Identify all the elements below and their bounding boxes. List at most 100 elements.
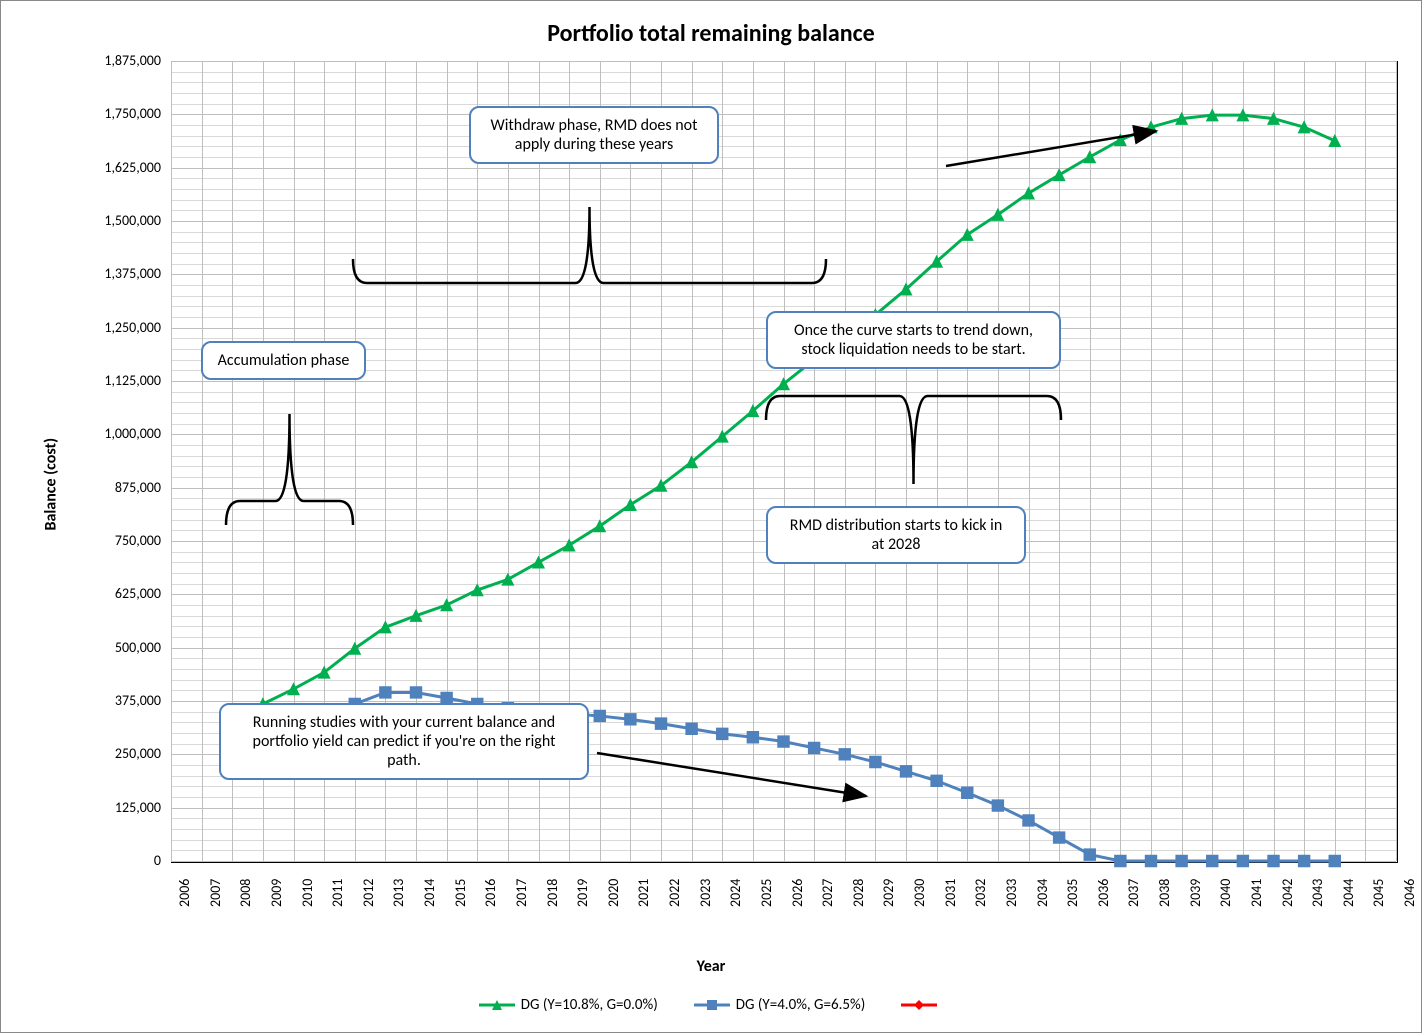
x-tick: 2012 <box>360 879 377 907</box>
grid-v <box>1151 61 1152 861</box>
x-tick: 2014 <box>421 879 438 907</box>
x-tick: 2010 <box>299 879 316 907</box>
x-tick: 2013 <box>390 879 407 907</box>
y-tick: 1,750,000 <box>81 105 161 122</box>
x-tick: 2040 <box>1217 879 1234 907</box>
x-tick: 2027 <box>819 879 836 907</box>
chart-title: Portfolio total remaining balance <box>1 19 1421 48</box>
x-tick: 2041 <box>1248 879 1265 907</box>
grid-v <box>906 61 907 861</box>
x-tick: 2045 <box>1370 879 1387 907</box>
y-tick: 875,000 <box>81 479 161 496</box>
y-tick: 1,000,000 <box>81 425 161 442</box>
y-tick: 375,000 <box>81 692 161 709</box>
grid-v <box>1212 61 1213 861</box>
x-tick: 2032 <box>972 879 989 907</box>
legend-label: DG (Y=4.0%, G=6.5%) <box>736 996 865 1014</box>
y-tick: 250,000 <box>81 745 161 762</box>
x-tick: 2034 <box>1034 879 1051 907</box>
callout-withdraw: Withdraw phase, RMD does not apply durin… <box>469 106 719 164</box>
callout-running: Running studies with your current balanc… <box>219 703 589 780</box>
y-axis-label: Balance (cost) <box>42 391 61 531</box>
grid-h <box>171 861 1396 862</box>
grid-v <box>1396 61 1397 861</box>
legend: DG (Y=10.8%, G=0.0%) DG (Y=4.0%, G=6.5%) <box>1 996 1421 1018</box>
grid-v <box>753 61 754 861</box>
x-tick: 2026 <box>789 879 806 907</box>
callout-accum: Accumulation phase <box>201 341 366 380</box>
grid-v <box>1029 61 1030 861</box>
y-tick: 1,125,000 <box>81 372 161 389</box>
grid-v <box>814 61 815 861</box>
x-tick: 2025 <box>758 879 775 907</box>
chart-container: Portfolio total remaining balance Balanc… <box>0 0 1422 1033</box>
legend-label: DG (Y=10.8%, G=0.0%) <box>521 996 658 1014</box>
x-tick: 2028 <box>850 879 867 907</box>
x-tick: 2018 <box>544 879 561 907</box>
x-axis-label: Year <box>1 957 1421 976</box>
legend-item: DG (Y=10.8%, G=0.0%) <box>479 996 658 1014</box>
grid-v <box>967 61 968 861</box>
y-tick: 750,000 <box>81 532 161 549</box>
x-tick: 2017 <box>513 879 530 907</box>
grid-v <box>845 61 846 861</box>
grid-v <box>1059 61 1060 861</box>
grid-v <box>1243 61 1244 861</box>
legend-swatch-icon <box>479 997 515 1013</box>
x-tick: 2011 <box>329 879 346 907</box>
grid-v <box>1335 61 1336 861</box>
x-tick: 2039 <box>1187 879 1204 907</box>
x-tick: 2036 <box>1095 879 1112 907</box>
x-tick: 2031 <box>942 879 959 907</box>
grid-v <box>722 61 723 861</box>
y-tick: 0 <box>81 852 161 869</box>
legend-swatch-icon <box>901 997 937 1013</box>
grid-v <box>998 61 999 861</box>
x-tick: 2015 <box>452 879 469 907</box>
grid-v <box>1304 61 1305 861</box>
legend-item <box>901 997 943 1013</box>
y-tick: 1,625,000 <box>81 159 161 176</box>
grid-v <box>202 61 203 861</box>
x-tick: 2006 <box>176 879 193 907</box>
x-tick: 2038 <box>1156 879 1173 907</box>
grid-v <box>1120 61 1121 861</box>
x-tick: 2046 <box>1401 879 1418 907</box>
x-tick: 2030 <box>911 879 928 907</box>
y-tick: 500,000 <box>81 639 161 656</box>
x-tick: 2037 <box>1125 879 1142 907</box>
x-tick: 2044 <box>1340 879 1357 907</box>
y-tick: 1,500,000 <box>81 212 161 229</box>
callout-rmd: RMD distribution starts to kick in at 20… <box>766 506 1026 564</box>
x-tick: 2043 <box>1309 879 1326 907</box>
x-tick: 2035 <box>1064 879 1081 907</box>
x-tick: 2022 <box>666 879 683 907</box>
grid-v <box>1274 61 1275 861</box>
grid-v <box>937 61 938 861</box>
x-tick: 2042 <box>1279 879 1296 907</box>
y-tick: 1,875,000 <box>81 52 161 69</box>
x-tick: 2019 <box>574 879 591 907</box>
y-tick: 1,250,000 <box>81 319 161 336</box>
x-tick: 2024 <box>727 879 744 907</box>
x-tick: 2008 <box>237 879 254 907</box>
grid-v <box>171 61 172 861</box>
grid-v <box>661 61 662 861</box>
x-tick: 2009 <box>268 879 285 907</box>
legend-swatch-icon <box>694 997 730 1013</box>
x-tick: 2029 <box>880 879 897 907</box>
grid-v <box>1182 61 1183 861</box>
callout-trend: Once the curve starts to trend down, sto… <box>766 311 1061 369</box>
x-tick: 2033 <box>1003 879 1020 907</box>
x-tick: 2007 <box>207 879 224 907</box>
grid-v <box>1365 61 1366 861</box>
x-tick: 2016 <box>482 879 499 907</box>
grid-v <box>875 61 876 861</box>
y-tick: 125,000 <box>81 799 161 816</box>
x-tick: 2020 <box>605 879 622 907</box>
grid-v <box>692 61 693 861</box>
grid-v <box>1090 61 1091 861</box>
y-tick: 625,000 <box>81 585 161 602</box>
y-tick: 1,375,000 <box>81 265 161 282</box>
x-tick: 2021 <box>635 879 652 907</box>
